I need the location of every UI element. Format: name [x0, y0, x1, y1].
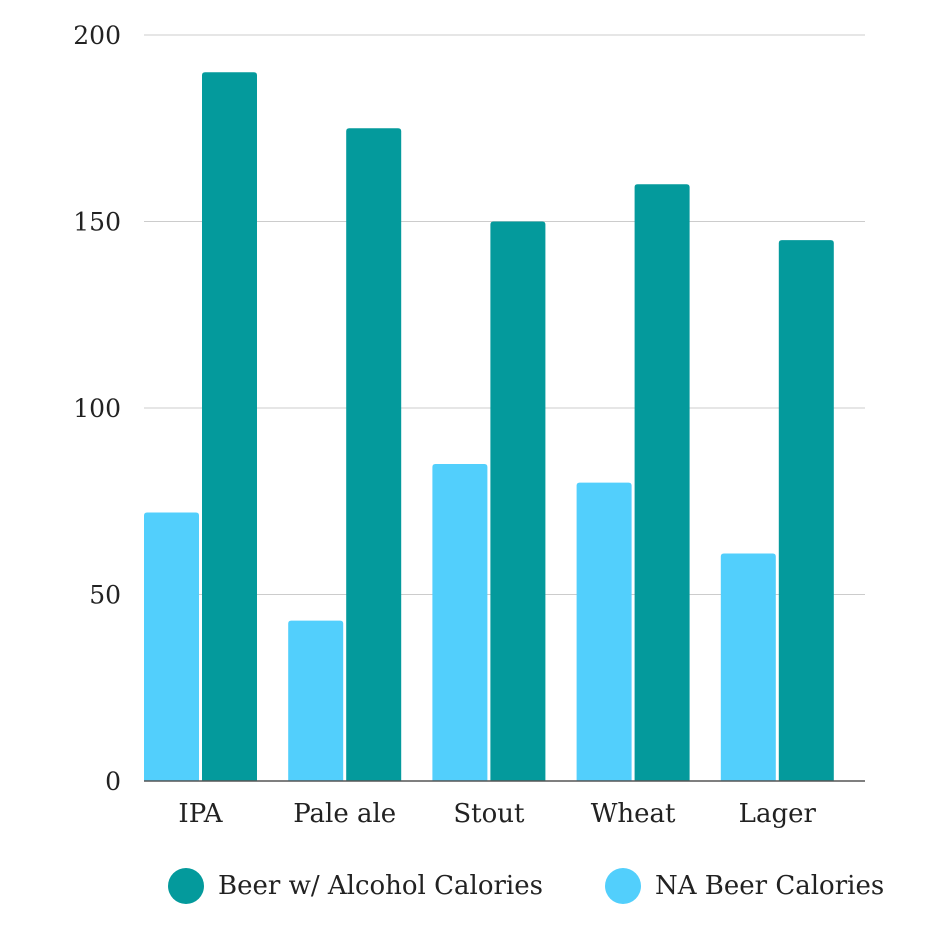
- x-tick-label-lager: Lager: [739, 799, 817, 829]
- bar-na-wheat[interactable]: [576, 482, 632, 781]
- bar-alcohol-lager[interactable]: [778, 240, 834, 781]
- bar-alcohol-pale-ale[interactable]: [346, 128, 402, 781]
- legend-item-alcohol[interactable]: Beer w/ Alcohol Calories: [168, 868, 543, 904]
- bar-na-lager[interactable]: [720, 553, 776, 781]
- y-tick-label-0: 0: [105, 767, 121, 796]
- y-tick-label-150: 150: [73, 208, 121, 237]
- bars: [144, 72, 834, 782]
- legend-swatch-alcohol: [168, 868, 204, 904]
- bar-alcohol-ipa[interactable]: [202, 72, 257, 782]
- bar-na-pale-ale[interactable]: [288, 620, 344, 781]
- legend-swatch-na: [604, 868, 641, 904]
- x-tick-label-wheat: Wheat: [591, 799, 676, 829]
- legend: Beer w/ Alcohol Calories NA Beer Calorie…: [168, 868, 884, 904]
- legend-item-na[interactable]: NA Beer Calories: [604, 868, 885, 904]
- bar-alcohol-stout[interactable]: [490, 221, 546, 782]
- x-axis-ticks: IPA Pale ale Stout Wheat Lager: [178, 799, 816, 829]
- legend-label-na: NA Beer Calories: [654, 871, 885, 901]
- x-tick-label-pale-ale: Pale ale: [293, 799, 396, 829]
- y-tick-label-200: 200: [73, 21, 121, 50]
- y-axis-ticks: 0 50 100 150 200: [73, 21, 121, 796]
- y-tick-label-50: 50: [89, 581, 121, 610]
- x-tick-label-ipa: IPA: [178, 799, 223, 829]
- bar-na-stout[interactable]: [432, 463, 488, 781]
- x-tick-label-stout: Stout: [453, 799, 525, 829]
- y-tick-label-100: 100: [73, 394, 121, 423]
- bar-alcohol-wheat[interactable]: [634, 184, 690, 781]
- legend-label-alcohol: Beer w/ Alcohol Calories: [218, 871, 543, 901]
- bar-na-ipa[interactable]: [144, 512, 199, 781]
